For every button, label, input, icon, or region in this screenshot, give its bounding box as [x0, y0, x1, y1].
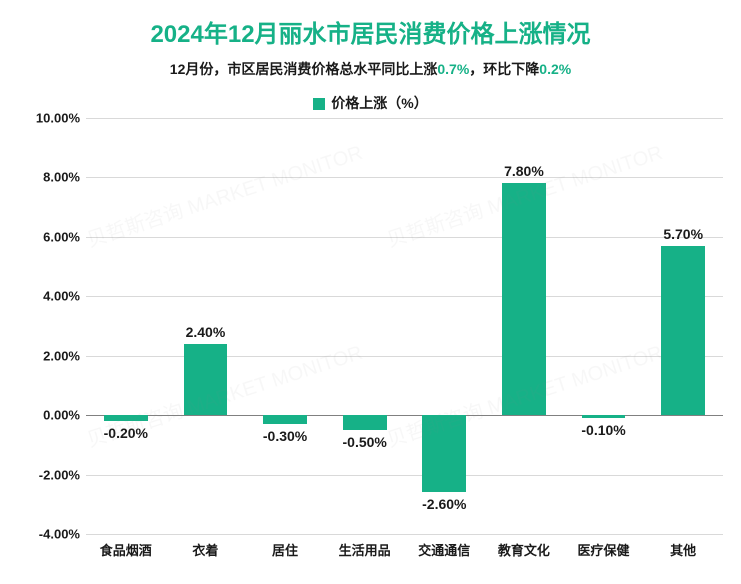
bar — [343, 415, 387, 430]
grid-line — [86, 296, 723, 297]
bar — [582, 415, 626, 418]
x-tick-label: 交通通信 — [418, 540, 470, 559]
bar — [263, 415, 307, 424]
y-tick-label: -2.00% — [39, 467, 80, 482]
x-tick-label: 生活用品 — [339, 540, 391, 559]
legend-label: 价格上涨（%） — [331, 95, 427, 111]
x-axis: 食品烟酒 衣着 居住 生活用品 交通通信 教育文化 医疗保健 其他 — [86, 534, 723, 564]
grid-line — [86, 475, 723, 476]
x-tick-label: 医疗保健 — [578, 540, 630, 559]
bar-value-label: -0.10% — [581, 422, 625, 438]
bar-value-label: -0.50% — [343, 434, 387, 450]
subtitle-mid: ，环比下降 — [469, 61, 539, 77]
x-tick-label: 教育文化 — [498, 540, 550, 559]
chart-subtitle: 12月份，市区居民消费价格总水平同比上涨0.7%，环比下降0.2% — [0, 59, 741, 79]
legend: 价格上涨（%） — [0, 93, 741, 113]
bar-value-label: 5.70% — [663, 226, 703, 242]
y-axis: -4.00%-2.00%0.00%2.00%4.00%6.00%8.00%10.… — [20, 118, 86, 534]
bar-value-label: -2.60% — [422, 496, 466, 512]
bar — [661, 246, 705, 415]
y-tick-label: 4.00% — [43, 289, 80, 304]
subtitle-highlight-2: 0.2% — [539, 61, 571, 77]
subtitle-prefix: 12月份，市区居民消费价格总水平同比上涨 — [170, 61, 438, 77]
x-tick-label: 居住 — [272, 540, 298, 559]
y-tick-label: -4.00% — [39, 527, 80, 542]
chart-title: 2024年12月丽水市居民消费价格上涨情况 — [0, 0, 741, 49]
grid-line — [86, 118, 723, 119]
y-tick-label: 6.00% — [43, 229, 80, 244]
legend-swatch — [313, 98, 325, 110]
x-tick-label: 食品烟酒 — [100, 540, 152, 559]
y-tick-label: 8.00% — [43, 170, 80, 185]
x-tick-label: 衣着 — [192, 540, 218, 559]
y-tick-label: 0.00% — [43, 408, 80, 423]
grid-line — [86, 177, 723, 178]
bar-value-label: 2.40% — [186, 324, 226, 340]
subtitle-highlight-1: 0.7% — [437, 61, 469, 77]
plot-area: -0.20%2.40%-0.30%-0.50%-2.60%7.80%-0.10%… — [86, 118, 723, 534]
bar-value-label: -0.30% — [263, 428, 307, 444]
y-tick-label: 2.00% — [43, 348, 80, 363]
x-tick-label: 其他 — [670, 540, 696, 559]
y-tick-label: 10.00% — [36, 111, 80, 126]
chart-area: -4.00%-2.00%0.00%2.00%4.00%6.00%8.00%10.… — [20, 118, 731, 564]
